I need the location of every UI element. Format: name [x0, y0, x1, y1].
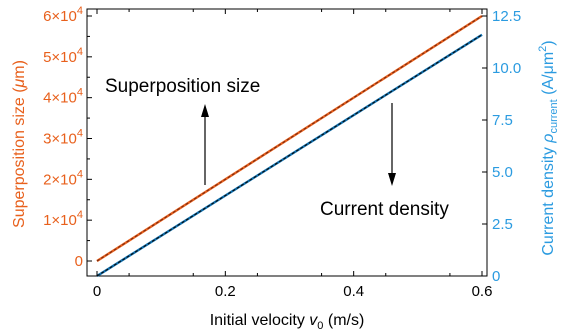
y-axis-right-label: Current density ρcurrent (A/μm2) — [537, 40, 560, 255]
arrow-up-head — [201, 104, 209, 117]
y-left-tick-label: 0 — [75, 253, 83, 270]
x-axis-label: Initial velocity v0 (m/s) — [210, 312, 365, 329]
y-right-tick-label: 0 — [492, 268, 500, 285]
y-right-tick-label: 2.5 — [492, 216, 513, 233]
y-left-tick-label: 2×104 — [43, 168, 83, 188]
y-right-tick-label: 5.0 — [492, 164, 513, 181]
x-tick-label: 0.4 — [343, 283, 364, 300]
y-right-tick-label: 12.5 — [492, 8, 521, 25]
x-tick-label: 0.2 — [215, 283, 236, 300]
y-left-tick-label: 1×104 — [43, 209, 83, 229]
y-left-tick-label: 4×104 — [43, 87, 83, 107]
y-left-tick-label: 5×104 — [43, 46, 83, 66]
series-fit-dashed-1 — [96, 15, 483, 262]
annotation-current-density: Current density — [320, 199, 449, 220]
y-left-tick-label: 3×104 — [43, 128, 83, 148]
x-tick-label: 0.6 — [472, 283, 493, 300]
x-tick-label: 0 — [93, 283, 101, 300]
plot-frame — [86, 8, 488, 277]
y-left-tick-label: 6×104 — [43, 5, 83, 25]
y-axis-left-label: Superposition size (μm) — [11, 60, 28, 228]
arrow-down-head — [388, 173, 396, 186]
series-fit-dashed-2 — [96, 34, 483, 277]
y-right-tick-label: 7.5 — [492, 112, 513, 129]
annotation-superposition-size: Superposition size — [105, 76, 260, 97]
y-right-tick-label: 10.0 — [492, 60, 521, 77]
